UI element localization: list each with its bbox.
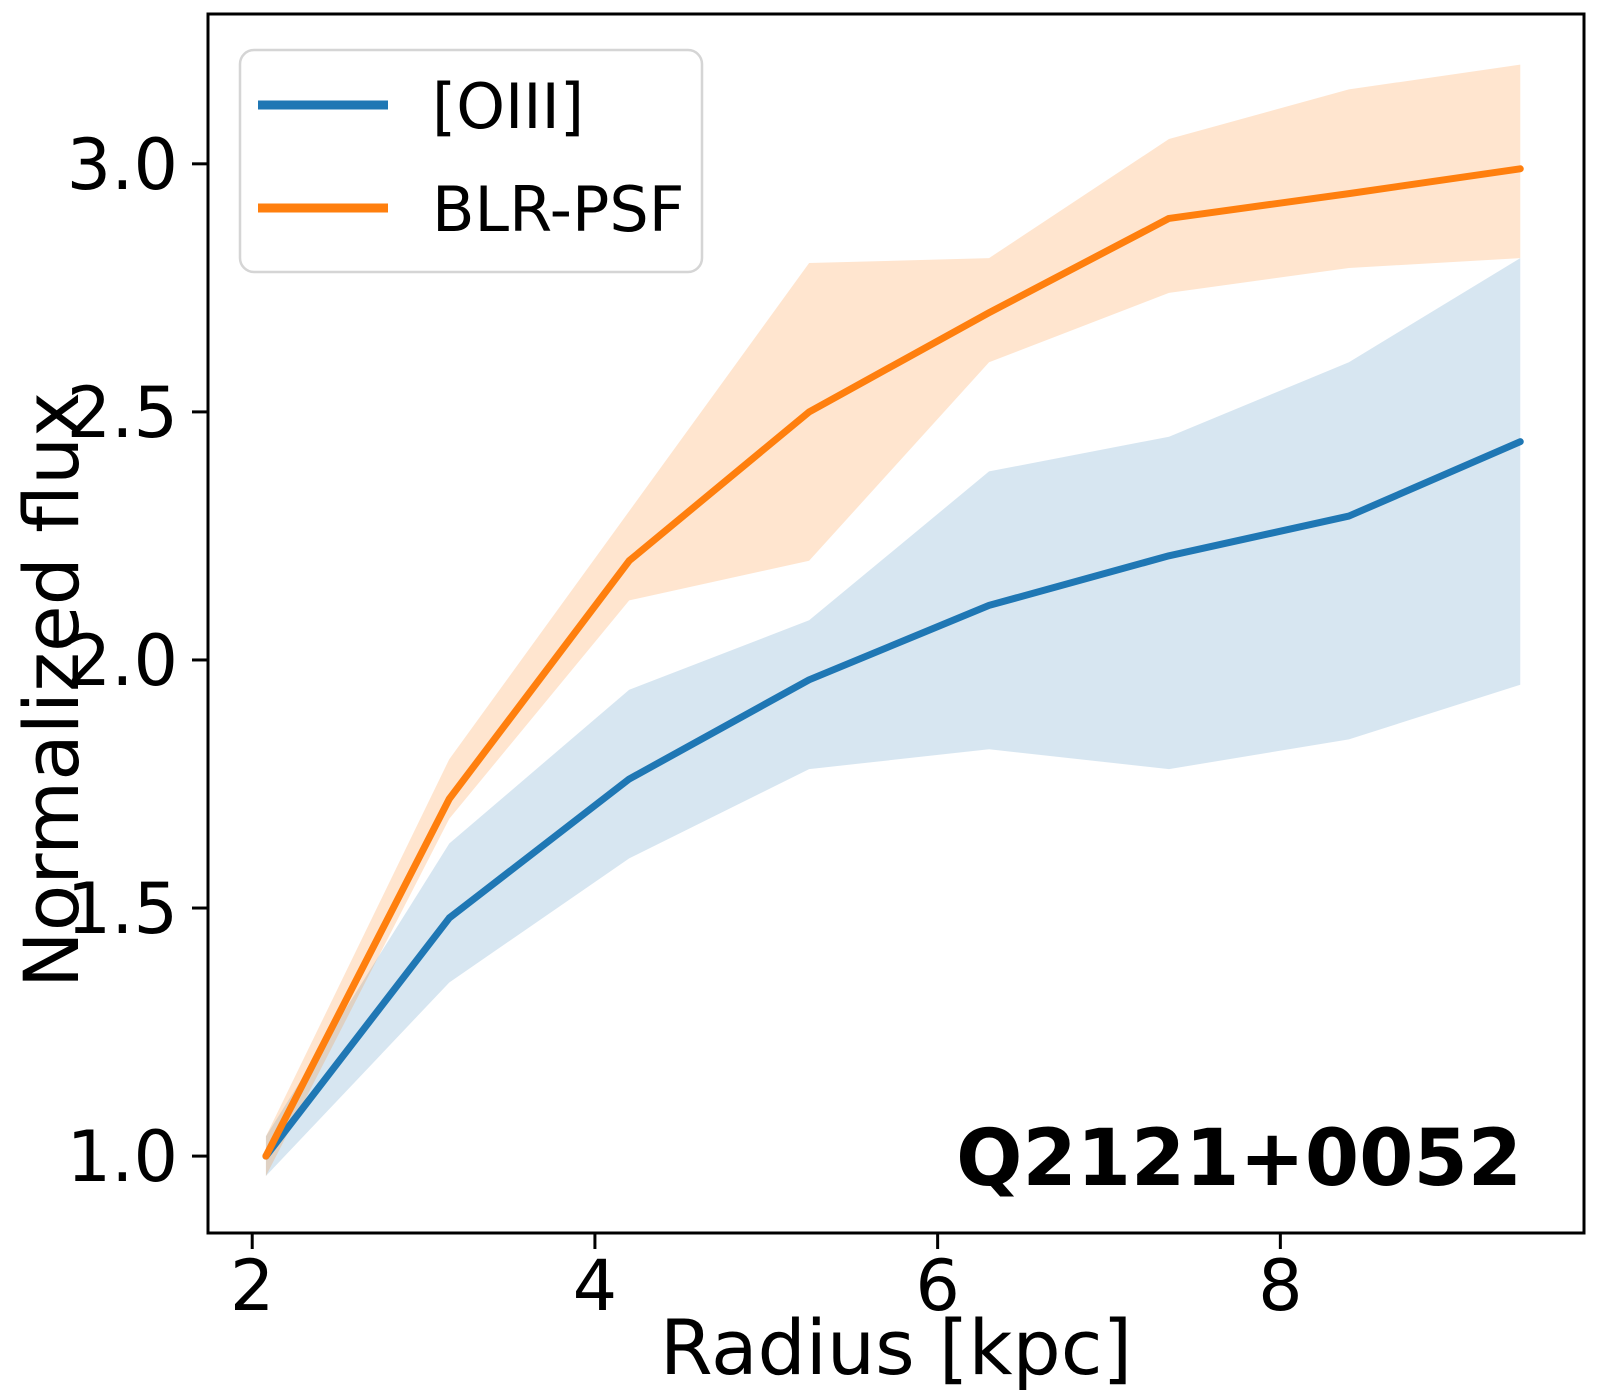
legend-label-oiii: [OIII]: [432, 70, 584, 143]
target-annotation: Q2121+0052: [956, 1114, 1522, 1204]
band-0: [265, 258, 1521, 1176]
plot-spines: [206, 12, 1586, 1235]
y-tick-label: 1.5: [67, 868, 178, 950]
x-axis-label: Radius [kpc]: [660, 1303, 1132, 1392]
x-tick-label: 6: [915, 1245, 960, 1327]
line-0: [262, 438, 1524, 1160]
legend-label-blrpsf: BLR-PSF: [432, 173, 684, 246]
x-axis-ticks: 2 4 6 8: [230, 1233, 1303, 1327]
band-1: [265, 64, 1521, 1176]
series-lines: [262, 165, 1524, 1160]
y-tick-label: 3.0: [67, 124, 178, 206]
y-tick-label: 2.0: [67, 620, 178, 702]
legend: [OIII] BLR-PSF: [238, 48, 704, 274]
y-axis-ticks: 1.0 1.5 2.0 2.5 3.0: [67, 124, 208, 1198]
x-tick-label: 8: [1258, 1245, 1303, 1327]
y-tick-label: 1.0: [67, 1116, 178, 1198]
uncertainty-bands: [265, 64, 1521, 1176]
x-tick-label: 4: [573, 1245, 618, 1327]
x-tick-label: 2: [230, 1245, 275, 1327]
line-1: [262, 165, 1524, 1160]
y-axis-label: Normalized flux: [7, 392, 96, 988]
y-tick-label: 2.5: [67, 372, 178, 454]
